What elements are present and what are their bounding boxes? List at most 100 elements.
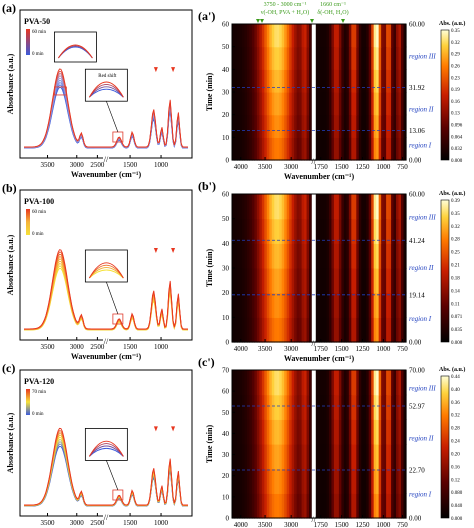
heatmap-cell <box>254 24 258 48</box>
heatmap-cell <box>358 394 362 420</box>
heatmap-cell <box>376 419 380 445</box>
heatmap-cell <box>383 243 387 269</box>
heatmap-cell <box>319 243 323 269</box>
peak-arrow <box>171 426 176 432</box>
heatmap-cell <box>328 218 333 244</box>
heatmap-cell <box>259 69 263 93</box>
region-boundary-value: 52.97 <box>409 403 425 411</box>
heatmap-cell <box>319 46 323 70</box>
heatmap-cell <box>291 317 295 343</box>
axis-break-mark: // <box>104 513 109 522</box>
heatmap-cell <box>319 268 323 294</box>
heatmap-cell <box>343 268 347 294</box>
heatmap-cell <box>271 92 275 116</box>
heatmap-cell <box>388 92 392 116</box>
heatmap-cell <box>346 268 350 294</box>
heatmap-cell <box>289 243 293 269</box>
heatmap-cell <box>249 317 253 343</box>
band-range-annotation: 3750 - 3000 cm⁻¹ <box>264 2 307 8</box>
heatmap-cell <box>336 444 340 470</box>
heatmap-cell <box>234 419 238 445</box>
heatmap-cell <box>323 292 328 318</box>
heatmap-cell <box>336 468 340 494</box>
colorbar-tick-label: 0.24 <box>451 440 460 445</box>
heatmap-cell <box>366 194 370 220</box>
heatmap-cell <box>306 243 310 269</box>
region-boundary-value: 13.06 <box>409 127 425 135</box>
heatmap-cell <box>343 69 347 93</box>
heatmap-cell <box>331 92 335 116</box>
heatmap-cell <box>271 268 275 294</box>
heatmap-cell <box>269 137 273 161</box>
peak-arrow <box>153 248 158 253</box>
heatmap-cell <box>261 92 265 116</box>
heatmap-cell <box>249 394 253 420</box>
heatmap-cell <box>393 268 397 294</box>
inset-annotation: Red shift <box>98 74 117 79</box>
heatmap-cell <box>328 243 333 269</box>
heatmap-cell <box>328 268 333 294</box>
heatmap-cell <box>356 444 360 470</box>
heatmap-cell <box>289 419 293 445</box>
heatmap-cell <box>234 468 238 494</box>
colorbar-tick-label: 0.23 <box>451 76 460 81</box>
heatmap-cell <box>366 24 370 48</box>
heatmap-cell <box>396 114 400 138</box>
heatmap-cell <box>294 370 298 396</box>
heatmap-cell <box>294 137 298 161</box>
heatmap-cell <box>333 243 337 269</box>
heatmap-cell <box>249 194 253 220</box>
heatmap-cell <box>371 317 375 343</box>
heatmap-cell <box>251 218 255 244</box>
heatmap-cell <box>234 114 238 138</box>
heatmap-cell <box>378 394 382 420</box>
heatmap-cell <box>316 317 320 343</box>
inset-curve <box>89 267 124 279</box>
inset-curve <box>88 83 124 98</box>
heatmap-cell <box>341 444 345 470</box>
heatmap-cell <box>251 69 255 93</box>
heatmap-cell <box>346 370 350 396</box>
heatmap-cell <box>338 444 342 470</box>
heatmap-cell <box>363 268 367 294</box>
heatmap-cell <box>388 218 392 244</box>
heatmap-cell <box>398 317 402 343</box>
colorbar-tick-label: 0.040 <box>451 504 463 509</box>
y-tick-label: 0 <box>226 515 230 523</box>
colorbar-tick-label: 0.28 <box>451 238 460 243</box>
heatmap-cell <box>373 292 377 318</box>
heatmap-cell <box>353 92 357 116</box>
heatmap-cell <box>249 493 253 519</box>
heatmap-cell <box>234 194 238 220</box>
heatmap-cell <box>381 194 385 220</box>
y-tick-label: 50 <box>222 215 230 223</box>
heatmap-cell <box>378 69 382 93</box>
heatmap-cell <box>261 292 265 318</box>
heatmap-cell <box>378 194 382 220</box>
heatmap-cell <box>269 114 273 138</box>
spectrum-panel-1: // 3500 3000 2500 1500 1000 Wavenumber (cm⁻¹) A… <box>2 1 193 179</box>
heatmap-cell <box>241 24 246 48</box>
heatmap-cell <box>386 69 390 93</box>
heatmap-cell <box>234 92 238 116</box>
heatmap-cell <box>336 292 340 318</box>
heatmap-cell <box>274 292 278 318</box>
heatmap-cell <box>373 468 377 494</box>
heatmap-cell <box>336 218 340 244</box>
heatmap-cell <box>276 268 280 294</box>
heatmap-cell <box>304 114 308 138</box>
heatmap-cell <box>246 493 250 519</box>
heatmap-cell <box>279 394 283 420</box>
heatmap-cell <box>309 69 313 93</box>
heatmap-cell <box>343 468 347 494</box>
heatmap-cell <box>289 444 293 470</box>
heatmap-cell <box>333 46 337 70</box>
heatmap-cell <box>279 468 283 494</box>
heatmap-cell <box>281 114 285 138</box>
heatmap-cell <box>296 317 300 343</box>
heatmap-cell <box>368 394 372 420</box>
heatmap-cell <box>241 394 246 420</box>
heatmap-cell <box>256 218 260 244</box>
y-tick-label: 60 <box>222 388 230 396</box>
